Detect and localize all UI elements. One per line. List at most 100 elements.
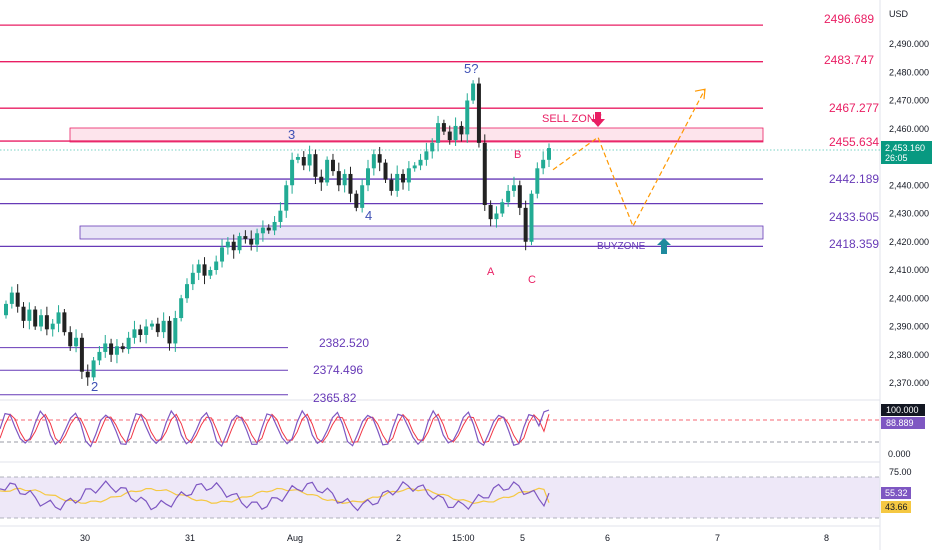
- candle-body: [225, 241, 230, 248]
- candle-body: [459, 125, 464, 135]
- candle-body: [371, 154, 376, 169]
- stoch-axis-tick: 0.000: [888, 449, 911, 459]
- candle-body: [541, 159, 546, 169]
- candle-body: [4, 303, 8, 316]
- time-tick-6: 6: [605, 533, 610, 543]
- level-label-2365: 2365.82: [313, 391, 357, 405]
- last-price-value: 2,453.160: [885, 143, 925, 153]
- price-tick: 2,490.000: [889, 39, 929, 49]
- candle-body: [109, 343, 114, 355]
- candle-body: [500, 202, 505, 214]
- candle-body: [395, 173, 400, 191]
- rsi-value-tag: [881, 487, 911, 499]
- candle-body: [50, 323, 55, 330]
- candle-body: [342, 173, 347, 186]
- candle-body: [424, 151, 429, 160]
- candle-body: [307, 154, 312, 166]
- buy-arrow-icon: [657, 238, 671, 254]
- wave-label-2: 2: [91, 379, 98, 394]
- candle-body: [383, 162, 388, 180]
- stoch-d-line: [0, 413, 550, 445]
- wave-label-a: A: [487, 266, 495, 278]
- candle-body: [471, 83, 476, 101]
- candle-body: [482, 142, 487, 206]
- candle-body: [436, 123, 441, 143]
- price-axis-ticks: 2,490.0002,480.0002,470.0002,460.0002,45…: [889, 39, 929, 388]
- candle-body: [237, 236, 242, 251]
- candle-body: [144, 326, 149, 335]
- sell-zone-box[interactable]: [69, 127, 764, 143]
- stoch-value-tag-2: [881, 417, 925, 429]
- candle-body: [243, 236, 248, 239]
- candle-body: [319, 176, 324, 183]
- candle-body: [79, 337, 84, 372]
- projection-path: [552, 88, 706, 228]
- stoch-k-line: [0, 409, 550, 448]
- candle-body: [167, 320, 172, 344]
- time-tick-5: 5: [520, 533, 525, 543]
- candle-body: [132, 329, 137, 338]
- candle-body: [348, 173, 353, 194]
- candle-body: [360, 185, 365, 208]
- candle-body: [354, 193, 359, 208]
- rsi-value: 55.32: [885, 488, 908, 498]
- candle-body: [255, 233, 260, 245]
- candle-body: [149, 323, 154, 327]
- last-price-tag: [881, 141, 932, 164]
- candle-body: [430, 142, 435, 152]
- rsi-ma-value-tag: [881, 501, 911, 513]
- candle-body: [529, 193, 534, 242]
- candle-body: [114, 346, 119, 355]
- level-label-2442: 2442.189: [829, 172, 879, 186]
- candle-body: [284, 185, 289, 211]
- candle-body: [453, 125, 458, 141]
- candle-body: [412, 165, 417, 169]
- price-tick: 2,460.000: [889, 124, 929, 134]
- candle-body: [295, 157, 300, 160]
- candle-body: [366, 168, 370, 186]
- candle-body: [179, 298, 184, 319]
- candle-body: [97, 351, 102, 361]
- price-tick: 2,370.000: [889, 378, 929, 388]
- horizontal-levels: [0, 24, 763, 396]
- candle-body: [336, 171, 341, 186]
- wave-label-b: B: [514, 149, 521, 161]
- price-tick: 2,470.000: [889, 96, 929, 106]
- level-label-2483: 2483.747: [824, 53, 874, 67]
- candle-body: [27, 309, 32, 321]
- candle-body: [547, 148, 551, 160]
- candle-body: [9, 292, 14, 304]
- candle-body: [126, 337, 131, 350]
- level-label-2418: 2418.359: [829, 237, 879, 251]
- wave-label-c: C: [528, 274, 536, 286]
- price-tick: 2,430.000: [889, 209, 929, 219]
- rsi-ma-value: 43.66: [885, 502, 908, 512]
- candle-body: [202, 264, 207, 276]
- price-tick: 2,380.000: [889, 350, 929, 360]
- candle-body: [155, 323, 160, 333]
- candle-body: [91, 360, 96, 378]
- candle-body: [441, 123, 446, 132]
- level-label-2382: 2382.520: [319, 336, 369, 350]
- candle-body: [173, 318, 178, 344]
- candle-body: [74, 337, 79, 347]
- countdown-value: 26:05: [885, 153, 908, 163]
- price-tick: 2,440.000: [889, 180, 929, 190]
- candle-body: [290, 159, 295, 186]
- buy-zone-box[interactable]: [79, 225, 764, 240]
- candle-body: [56, 312, 61, 324]
- candle-body: [21, 306, 26, 321]
- rsi-ma-line: [0, 487, 550, 505]
- candle-body: [231, 241, 236, 251]
- candle-body: [62, 312, 67, 333]
- candle-body: [377, 154, 382, 163]
- candle-body: [214, 261, 219, 270]
- wave-label-3: 3: [288, 127, 295, 142]
- buy-zone-label: BUYZONE: [597, 241, 646, 252]
- time-tick-2: 2: [396, 533, 401, 543]
- price-tick: 2,410.000: [889, 265, 929, 275]
- rsi-band: [0, 477, 880, 518]
- candle-body: [249, 238, 254, 245]
- candle-body: [44, 315, 49, 330]
